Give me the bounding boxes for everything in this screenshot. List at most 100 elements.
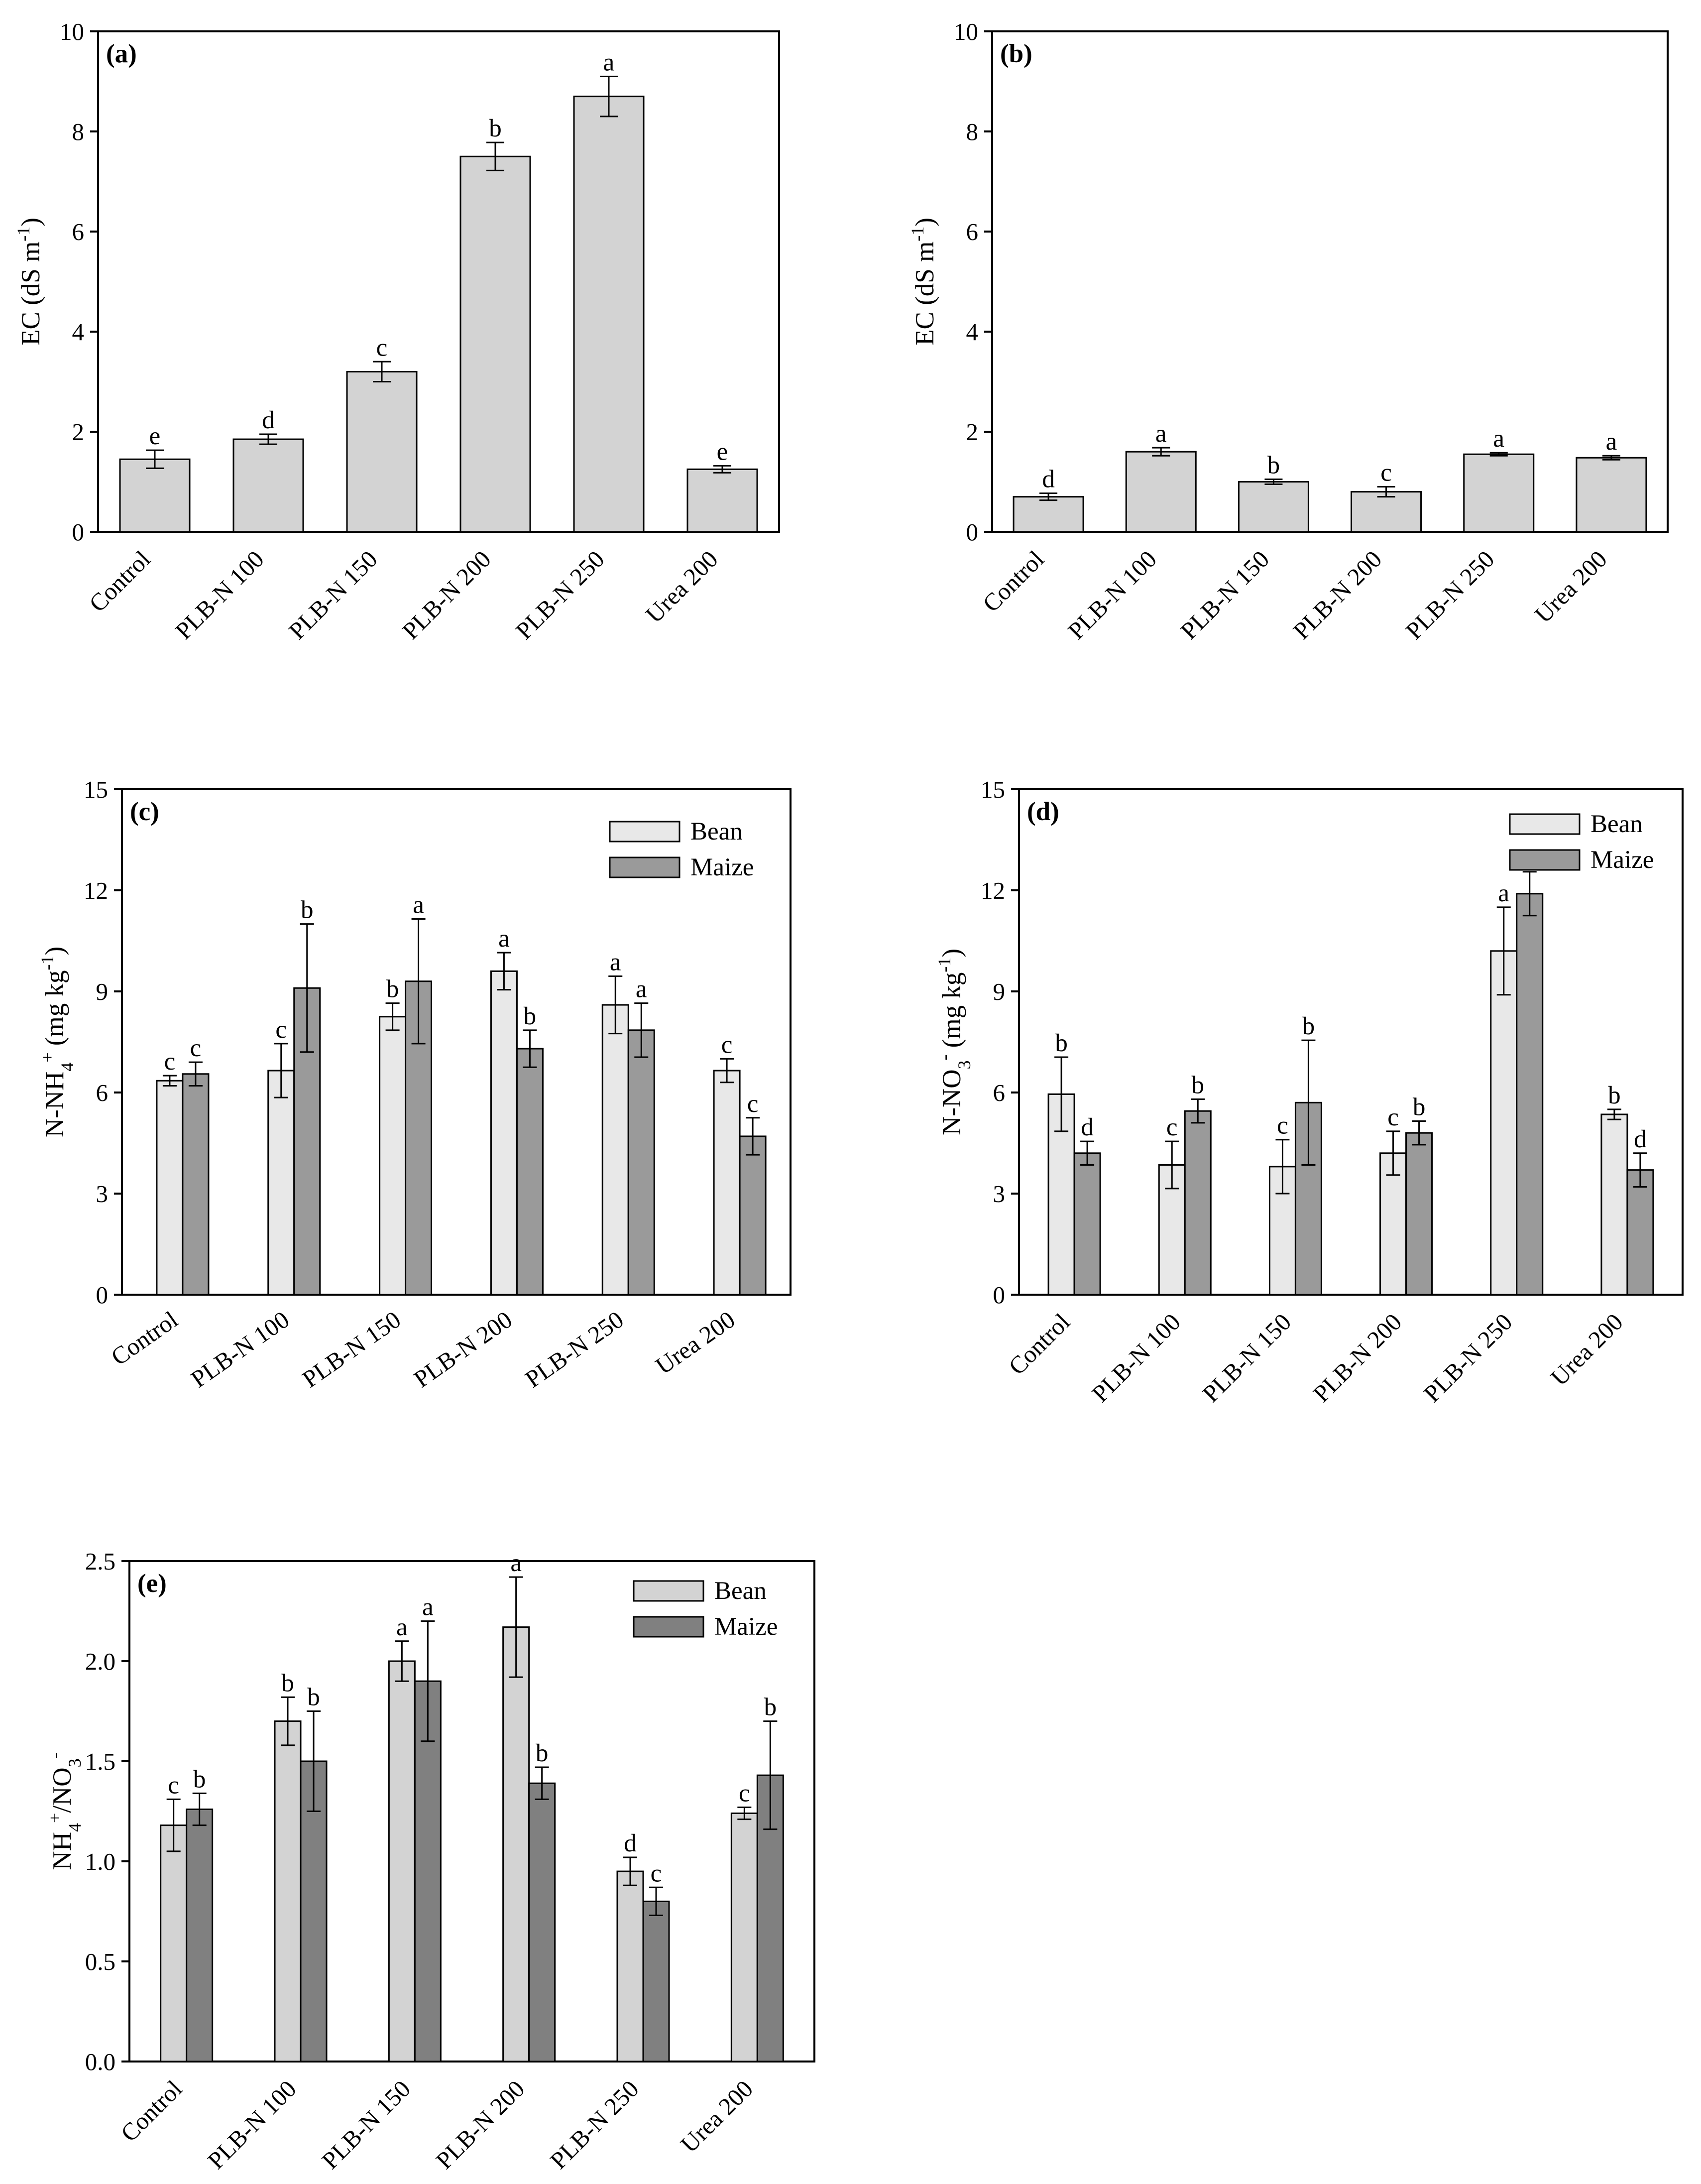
- significance-letter: b: [764, 1694, 777, 1721]
- category-label: PLB-N 200: [1308, 1308, 1407, 1408]
- bar: [1238, 481, 1309, 533]
- legend: Bean Maize: [633, 1577, 778, 1641]
- y-tick-label: 12: [981, 877, 1005, 904]
- legend-label: Bean: [690, 818, 743, 846]
- significance-letter: b: [1608, 1082, 1621, 1109]
- y-tick-label: 4: [72, 318, 85, 346]
- category-label: PLB-N 150: [316, 2075, 416, 2175]
- category-label: PLB-N 150: [283, 545, 383, 645]
- significance-letter: a: [1155, 420, 1167, 448]
- y-tick-label: 9: [993, 978, 1006, 1005]
- significance-letter: b: [1302, 1012, 1315, 1040]
- category-label: Urea 200: [640, 545, 723, 628]
- category-label: PLB-N 200: [397, 545, 496, 645]
- y-axis-label: N-NO3- (mg kg-1): [934, 949, 974, 1135]
- significance-letter: e: [149, 422, 161, 450]
- significance-letter: c: [168, 1771, 179, 1799]
- category-label: PLB-N 200: [431, 2075, 530, 2175]
- significance-letter: c: [739, 1779, 750, 1807]
- panel-label: (b): [1000, 39, 1032, 68]
- significance-letter: b: [307, 1684, 320, 1711]
- bar: [160, 1824, 188, 2063]
- panel-label: (c): [130, 797, 159, 826]
- significance-letter: c: [275, 1016, 287, 1044]
- significance-letter: b: [301, 896, 314, 924]
- bar: [573, 96, 645, 533]
- bar: [1463, 453, 1535, 533]
- bar: [1600, 1113, 1628, 1296]
- y-tick-label: 0: [966, 518, 979, 546]
- significance-letter: a: [603, 48, 615, 76]
- significance-letter: d: [262, 406, 275, 434]
- category-label: PLB-N 200: [409, 1306, 517, 1393]
- category-label: Control: [106, 1306, 183, 1371]
- bar: [1125, 451, 1197, 533]
- bar: [642, 1900, 670, 2063]
- category-label: PLB-N 100: [1062, 545, 1162, 645]
- bar: [1490, 950, 1518, 1296]
- significance-letter: c: [747, 1090, 759, 1118]
- significance-letter: a: [1606, 428, 1617, 456]
- bar: [274, 1720, 302, 2063]
- category-label: PLB-N 100: [1086, 1308, 1186, 1408]
- panel-label: (a): [106, 39, 137, 68]
- y-tick-label: 0: [96, 1281, 109, 1309]
- significance-letter: b: [193, 1765, 206, 1793]
- category-label: PLB-N 250: [545, 2075, 644, 2175]
- legend-swatch: [1509, 849, 1581, 871]
- bar: [1073, 1152, 1101, 1296]
- legend-swatch: [609, 856, 680, 878]
- bar: [616, 1870, 644, 2063]
- bar: [267, 1070, 295, 1296]
- y-tick-label: 9: [96, 978, 109, 1005]
- panel-label: (d): [1027, 797, 1059, 826]
- significance-letter: b: [536, 1739, 549, 1767]
- y-tick-label: 6: [72, 218, 85, 245]
- significance-letter: c: [1387, 1103, 1399, 1131]
- category-label: Control: [977, 545, 1049, 617]
- legend-label: Maize: [714, 1613, 778, 1641]
- significance-letter: a: [413, 891, 424, 919]
- significance-letter: b: [489, 115, 502, 142]
- y-tick-label: 15: [981, 776, 1005, 803]
- category-label: PLB-N 250: [510, 545, 610, 645]
- bar: [516, 1048, 544, 1296]
- panel-label: (e): [137, 1569, 167, 1598]
- legend-label: Maize: [690, 853, 754, 881]
- bar: [346, 370, 418, 533]
- y-tick-label: 0: [993, 1281, 1006, 1309]
- bar: [1576, 457, 1647, 533]
- bar: [739, 1135, 767, 1296]
- bar: [1351, 491, 1422, 533]
- y-tick-label: 6: [993, 1079, 1006, 1106]
- bar: [388, 1660, 416, 2063]
- category-label: Urea 200: [651, 1306, 740, 1380]
- y-tick-label: 8: [72, 118, 85, 145]
- category-label: Urea 200: [1545, 1308, 1628, 1391]
- bar: [379, 1016, 407, 1296]
- y-axis-label: NH4+/NO3-: [45, 1752, 85, 1870]
- y-tick-label: 2.5: [85, 1548, 115, 1575]
- significance-letter: c: [164, 1048, 176, 1076]
- bar: [414, 1680, 442, 2063]
- bar: [182, 1073, 210, 1296]
- y-tick-label: 2.0: [85, 1648, 115, 1675]
- significance-letter: b: [386, 975, 399, 1003]
- y-tick-label: 0.0: [85, 2048, 115, 2075]
- y-axis-label: EC (dS m-1): [13, 218, 45, 346]
- y-tick-label: 2: [72, 418, 85, 446]
- significance-letter: a: [422, 1593, 434, 1621]
- category-label: Urea 200: [675, 2075, 758, 2158]
- y-tick-label: 4: [966, 318, 979, 346]
- legend: Bean Maize: [1509, 810, 1654, 874]
- y-axis-label: EC (dS m-1): [907, 218, 939, 346]
- category-label: PLB-N 150: [1197, 1308, 1297, 1408]
- category-label: Control: [1003, 1308, 1075, 1380]
- legend-swatch: [609, 821, 680, 843]
- significance-letter: d: [1634, 1125, 1647, 1153]
- significance-letter: b: [1413, 1093, 1426, 1121]
- y-tick-label: 10: [60, 18, 84, 45]
